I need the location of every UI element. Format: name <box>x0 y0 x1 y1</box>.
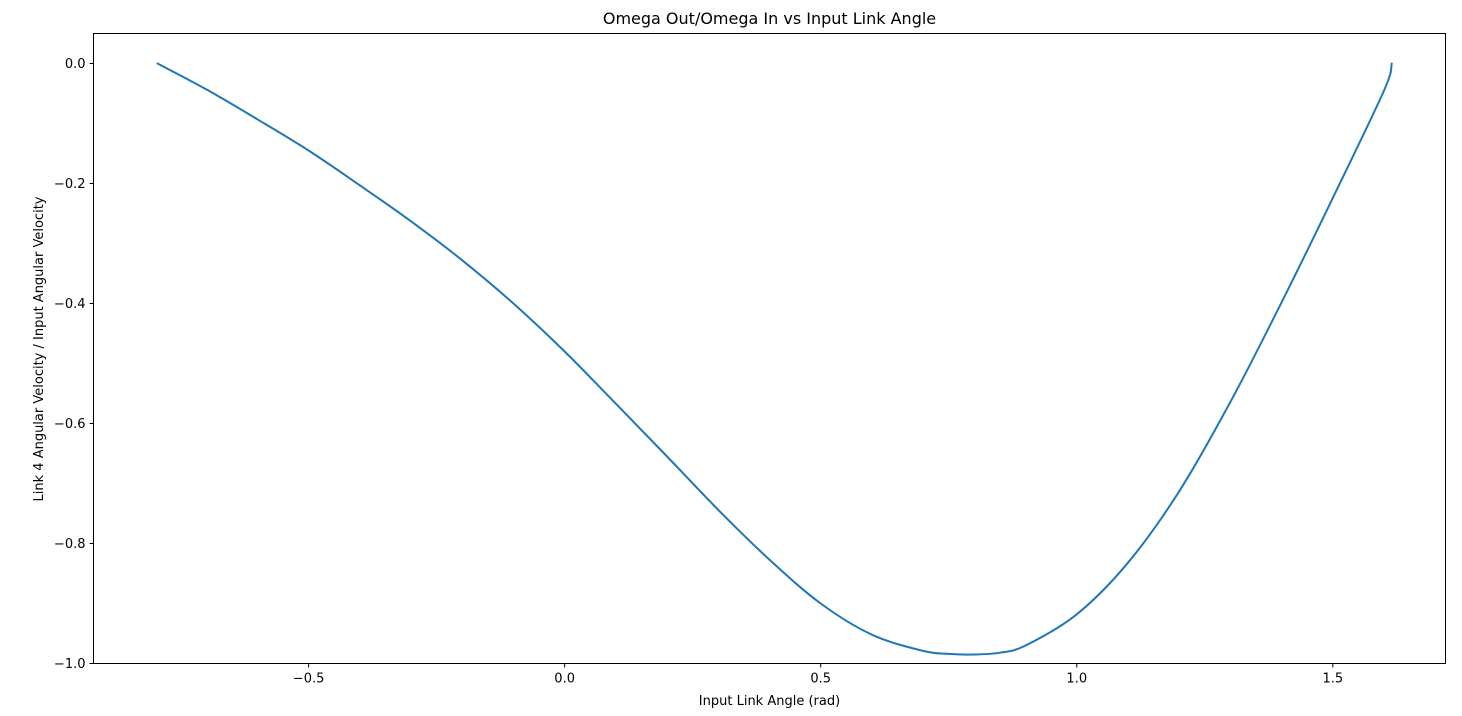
x-tick-label: 0.0 <box>554 672 575 687</box>
y-tick-label: 0.0 <box>65 57 86 72</box>
y-tick-label: −0.4 <box>54 297 86 312</box>
y-tick-label: −0.8 <box>54 537 86 552</box>
y-tick-label: −1.0 <box>54 657 86 672</box>
x-tick-label: 0.5 <box>810 672 831 687</box>
y-tick-label: −0.2 <box>54 177 86 192</box>
chart-title: Omega Out/Omega In vs Input Link Angle <box>603 9 936 28</box>
x-axis-ticks: −0.5 0.0 0.5 1.0 1.5 <box>293 663 1343 687</box>
y-tick-label: −0.6 <box>54 417 86 432</box>
x-tick-label: −0.5 <box>293 672 325 687</box>
x-tick-label: 1.0 <box>1066 672 1087 687</box>
plot-frame <box>93 33 1446 664</box>
x-tick-label: 1.5 <box>1322 672 1343 687</box>
x-axis-label: Input Link Angle (rad) <box>699 694 840 709</box>
y-axis-label: Link 4 Angular Velocity / Input Angular … <box>32 196 47 501</box>
y-axis-ticks: 0.0 −0.2 −0.4 −0.6 −0.8 −1.0 <box>54 57 94 672</box>
series-line <box>156 62 1393 656</box>
